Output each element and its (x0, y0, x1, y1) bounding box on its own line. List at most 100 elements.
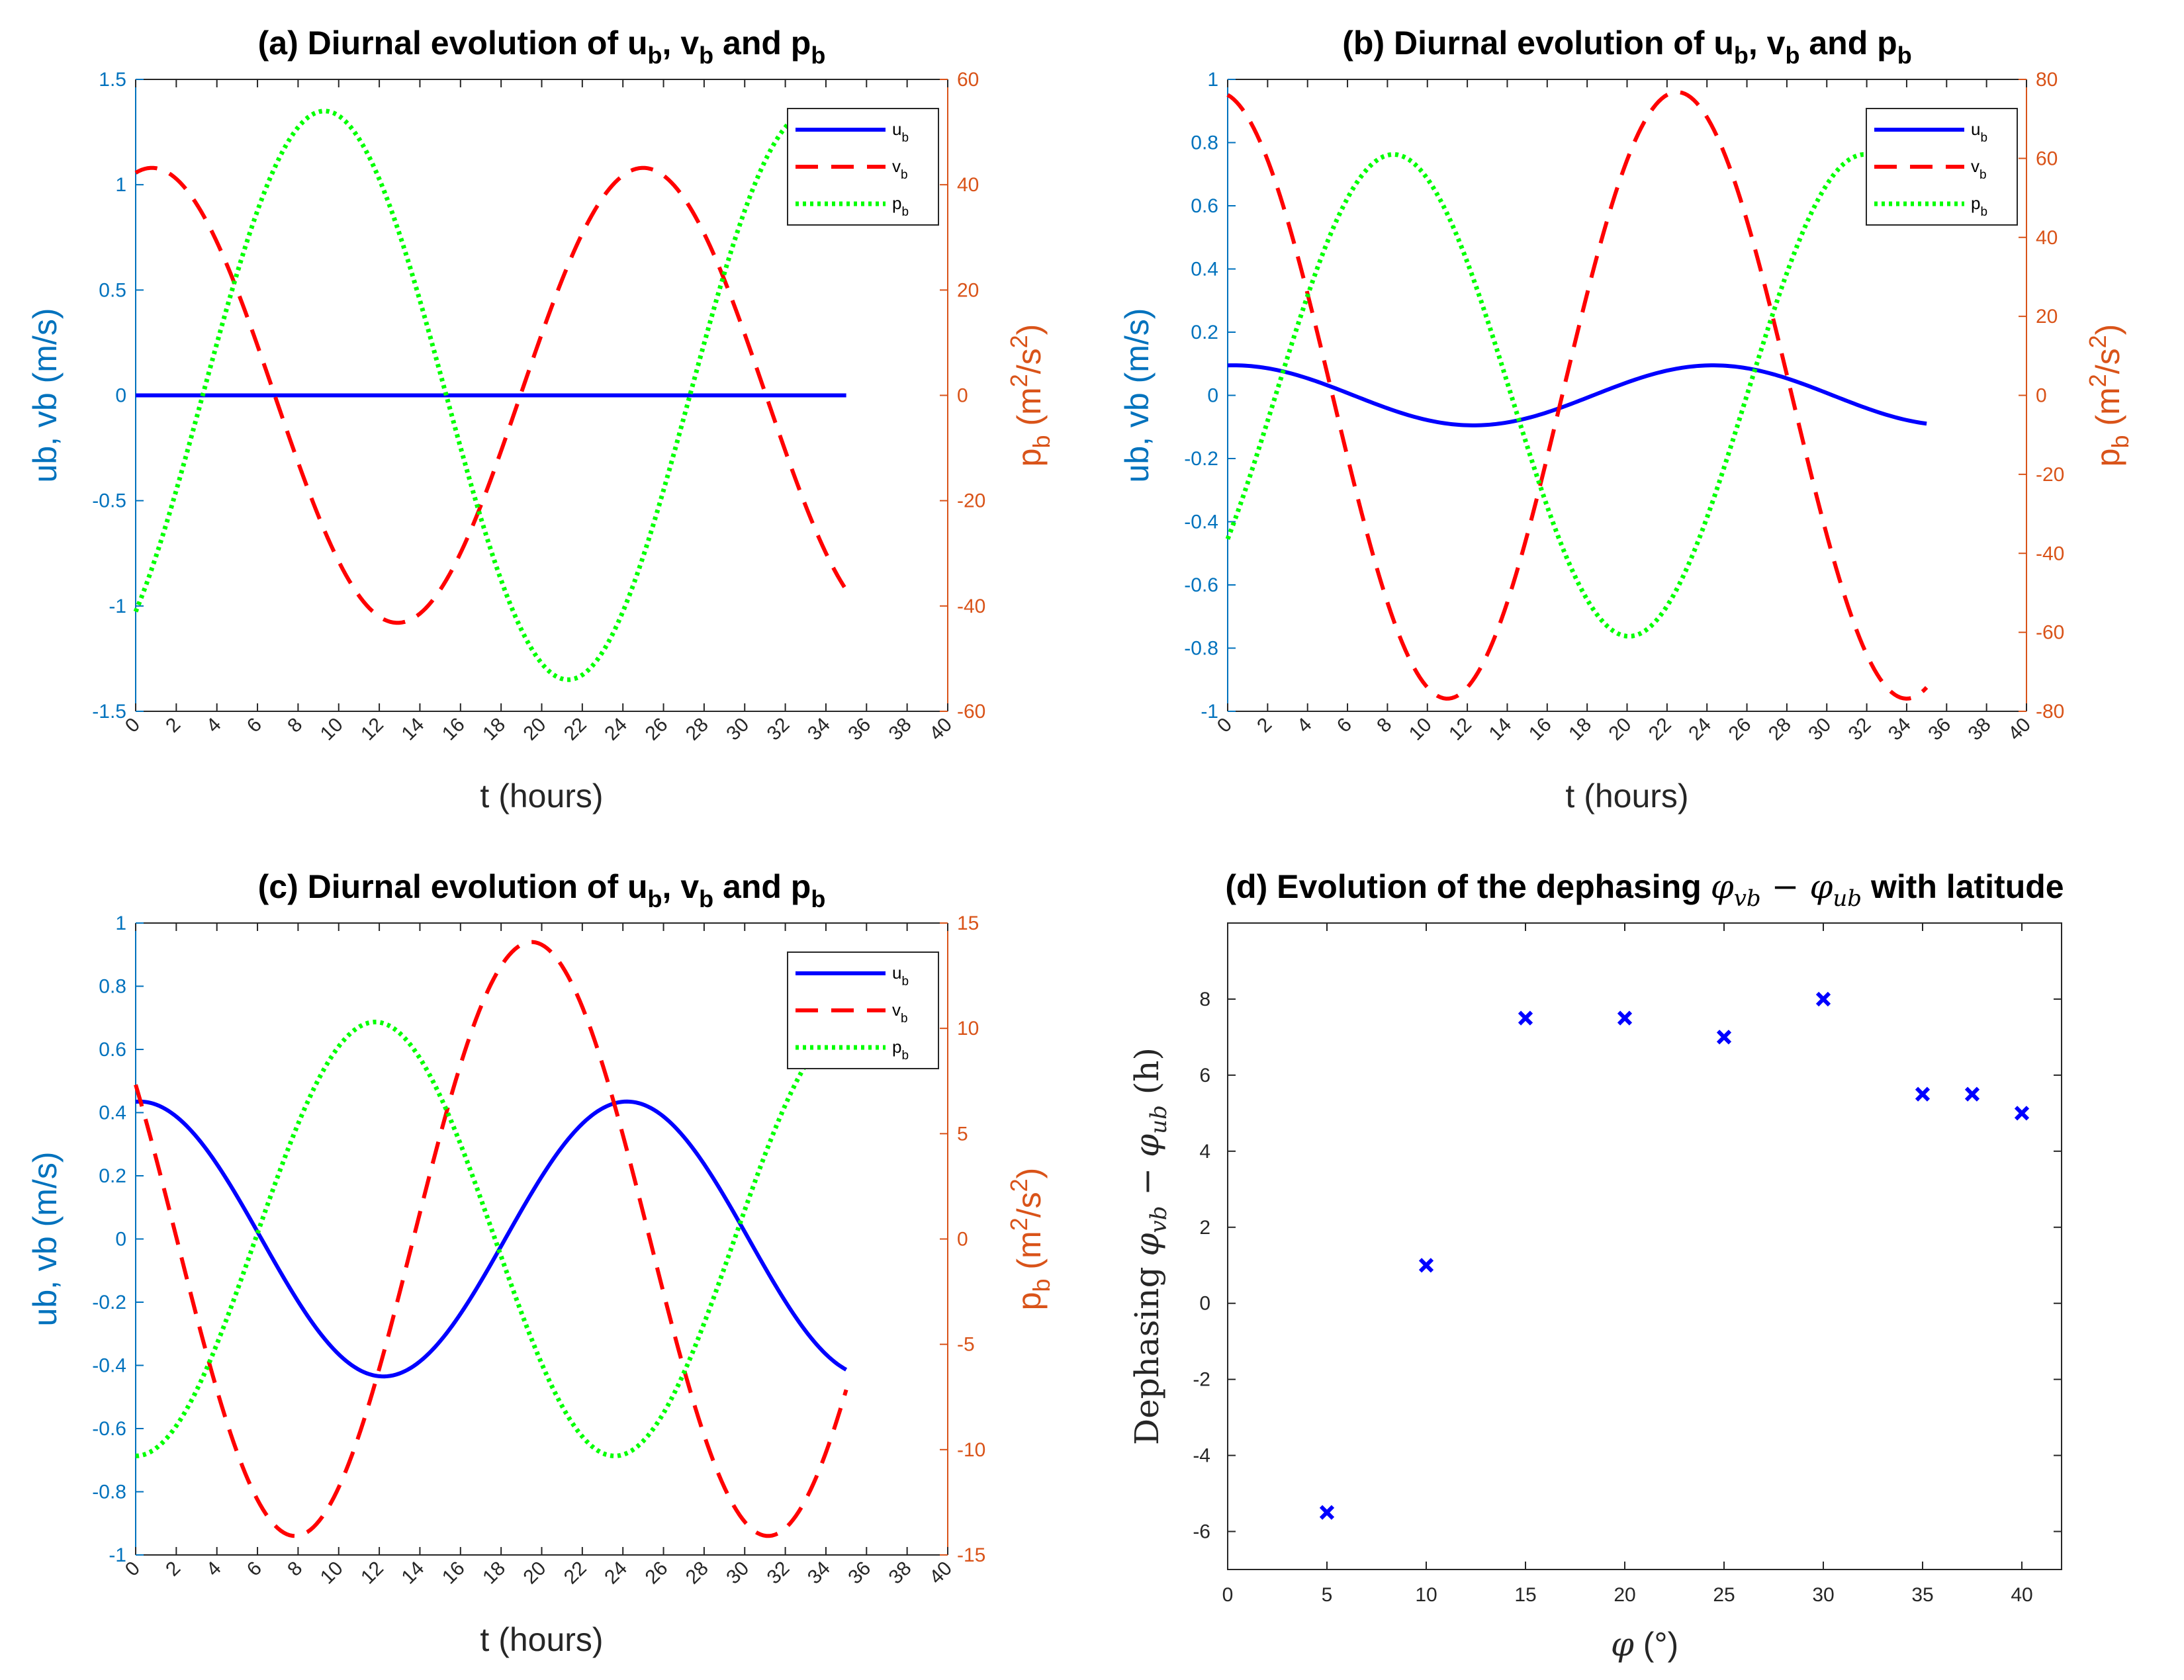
ylabel-part: (m (1011, 387, 1048, 435)
y-left-tick-label: 1 (115, 174, 126, 196)
x-tick-label: 24 (600, 714, 631, 745)
y-left-axis-label: ub, vb (m/s) (26, 308, 64, 483)
y-right-tick-label: 80 (2036, 69, 2058, 91)
y-left-tick-label: 0.5 (99, 279, 126, 301)
x-axis-label: t (hours) (1565, 777, 1688, 815)
x-tick-label: 18 (1565, 714, 1596, 745)
x-tick-label: 10 (316, 714, 347, 745)
scatter-point (1518, 1010, 1533, 1026)
ylabel-math: φ (1128, 1233, 1166, 1257)
y-left-axis-label: ub, vb (m/s) (26, 1152, 64, 1327)
plot-area (1227, 922, 2062, 1570)
legend-label-main: p (892, 1037, 901, 1057)
y-right-tick-label: -60 (957, 701, 985, 723)
y-left-tick-label: -0.5 (92, 490, 126, 512)
x-tick-label: 14 (397, 714, 428, 745)
x-tick-label: 20 (520, 1558, 551, 1589)
y-right-tick-label: -10 (957, 1439, 985, 1461)
y-left-tick-label: 1 (115, 912, 126, 934)
panel-title: (c) Diurnal evolution of ub, vb and pb (258, 868, 826, 912)
y-right-tick-label: 0 (957, 1229, 968, 1251)
legend-label-sub: b (1979, 168, 1987, 182)
y-tick-label: -2 (1193, 1369, 1210, 1391)
y-left-tick-label: -1 (109, 596, 126, 617)
ylabel-p: p (1011, 1292, 1048, 1311)
series-line-vb (1226, 90, 1929, 701)
x-tick-label: 6 (243, 714, 266, 737)
y-left-tick-label: 0 (115, 1229, 126, 1251)
title-math: φ (1711, 867, 1734, 906)
y-left-axis-label: ub, vb (m/s) (1118, 308, 1156, 483)
y-right-tick-label: -15 (957, 1544, 985, 1566)
x-tick-label: 16 (1525, 714, 1556, 745)
x-tick-label: 2 (1253, 714, 1276, 737)
y-right-tick-label: -20 (957, 490, 985, 512)
ylabel-p: p (2089, 449, 2126, 467)
scatter-point (1716, 1030, 1732, 1045)
y-right-axis-label: pb (m2/s2) (2084, 324, 2134, 467)
legend-label-sub: b (901, 1012, 908, 1026)
x-tick-label: 6 (243, 1558, 266, 1581)
y-right-tick-label: 0 (957, 385, 968, 407)
y-right-tick-label: 15 (957, 912, 979, 934)
y-left-tick-label: -1 (109, 1544, 126, 1566)
y-left-tick-label: 0.2 (99, 1165, 126, 1187)
x-tick-label: 40 (2011, 1584, 2032, 1606)
x-tick-label: 38 (1964, 714, 1995, 745)
legend-label-vb: vb (892, 1000, 908, 1026)
y-left-tick-label: -1 (1201, 701, 1218, 723)
x-tick-label: 34 (1884, 714, 1915, 745)
y-right-tick-label: -80 (2036, 701, 2064, 723)
y-left-tick-label: 0.6 (99, 1039, 126, 1061)
x-tick-label: 14 (1484, 714, 1516, 745)
legend-label-vb: vb (1971, 156, 1987, 182)
y-tick-label: -6 (1193, 1521, 1210, 1543)
ylabel-sup: 2 (1005, 1217, 1032, 1231)
y-left-tick-label: 0.8 (99, 976, 126, 998)
ylabel-sub: vb (1146, 1206, 1172, 1233)
legend-label-vb: vb (892, 156, 908, 182)
title-sub: b (811, 885, 825, 912)
y-right-axis-label: pb (m2/s2) (1005, 1168, 1055, 1311)
y-left-tick-label: 0.2 (1191, 322, 1218, 343)
y-left-tick-label: -1.5 (92, 701, 126, 723)
x-tick-label: 30 (722, 1558, 753, 1589)
y-left-tick-label: -0.4 (92, 1355, 126, 1377)
x-tick-label: 28 (1764, 714, 1796, 745)
x-tick-label: 2 (161, 1558, 185, 1581)
panel-title: (d) Evolution of the dephasing φvb − φub… (1225, 867, 2064, 912)
y-left-tick-label: -0.8 (1184, 638, 1218, 660)
scatter-point-stroke (1915, 1086, 1931, 1102)
x-tick-label: 30 (1804, 714, 1835, 745)
title-part: with latitude (1862, 868, 2064, 905)
y-left-tick-label: 1 (1207, 69, 1218, 91)
y-left-tick-label: -0.8 (92, 1481, 126, 1503)
y-left-tick-label: 0.4 (1191, 259, 1218, 281)
y-right-tick-label: -5 (957, 1334, 975, 1356)
ylabel-part: ) (2089, 324, 2126, 335)
panel-a: 0 2 4 6 8 10 12 14 16 18 20 22 24 26 28 30 32 34 36 38 40-1.… (26, 24, 1055, 815)
scatter-point-stroke (2014, 1106, 2030, 1121)
x-tick-label: 34 (803, 714, 835, 745)
x-tick-label: 36 (844, 714, 875, 745)
x-tick-label: 25 (1713, 1584, 1735, 1606)
x-tick-label: 0 (1222, 1584, 1234, 1606)
y-right-tick-label: 20 (957, 279, 979, 301)
title-part: (c) Diurnal evolution of u (258, 868, 648, 905)
x-tick-label: 22 (560, 714, 591, 745)
legend-label-sub: b (901, 168, 908, 182)
x-tick-label: 20 (1605, 714, 1636, 745)
y-right-tick-label: 40 (957, 174, 979, 196)
x-tick-label: 15 (1514, 1584, 1536, 1606)
y-tick-label: 2 (1199, 1217, 1210, 1239)
series-line-ub (135, 1099, 848, 1379)
legend-label-sub: b (901, 131, 909, 145)
x-axis-label: φ (°) (1611, 1625, 1678, 1663)
x-tick-label: 22 (1645, 714, 1676, 745)
panel-c: 0 2 4 6 8 10 12 14 16 18 20 22 24 26 28 30 32 34 36 38 40-1-… (26, 868, 1055, 1658)
x-tick-label: 22 (560, 1558, 591, 1589)
title-part: , v (662, 24, 700, 62)
x-tick-label: 4 (203, 1558, 226, 1581)
title-math-sub: ub (1833, 885, 1862, 912)
title-sub: b (1785, 42, 1799, 69)
